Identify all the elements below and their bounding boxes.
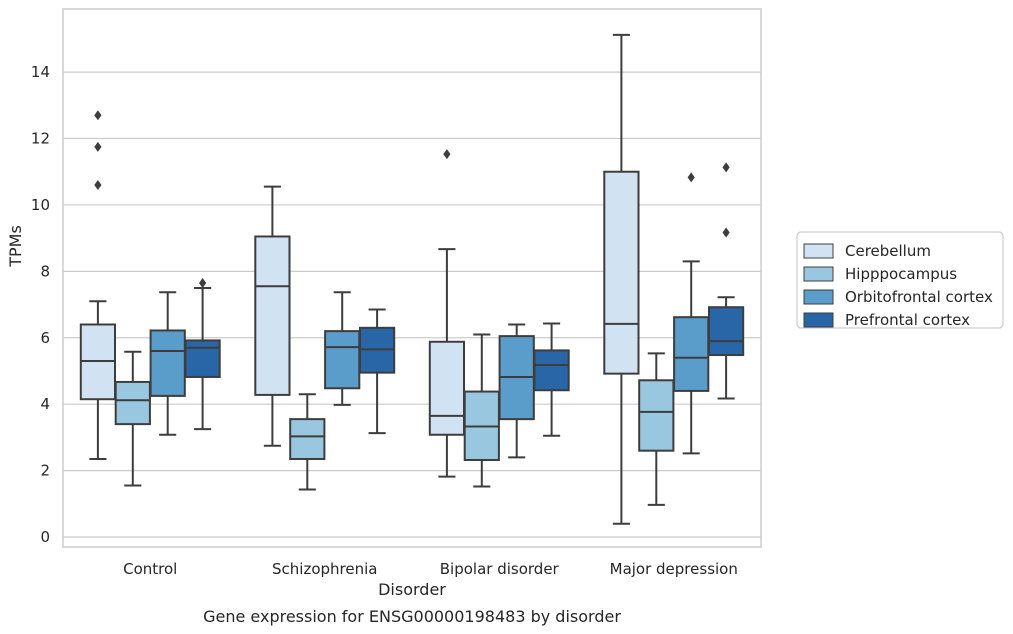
y-tick-label: 12 (31, 130, 50, 148)
box-plot-series (79, 33, 745, 525)
legend: Cerebellum Hipppocampus Orbitofrontal cort… (796, 231, 1004, 329)
outlier-point (199, 277, 207, 288)
x-axis-label: Disorder (378, 580, 446, 599)
box-1-3 (358, 308, 396, 435)
outlier-point (722, 162, 730, 173)
legend-swatch (803, 312, 834, 328)
outlier-point (687, 172, 695, 183)
iqr-box (149, 329, 186, 397)
box-2-2 (498, 323, 535, 459)
box-0-1 (114, 350, 151, 487)
iqr-box (324, 330, 361, 390)
y-tick-label: 8 (40, 262, 50, 280)
box-3-3 (707, 162, 745, 400)
y-axis-label: TPMs (6, 225, 25, 268)
iqr-box (603, 170, 640, 375)
legend-label: Hipppocampus (845, 265, 957, 283)
legend-label: Orbitofrontal cortex (845, 288, 993, 306)
box-1-2 (324, 291, 361, 406)
box-1-0 (254, 185, 291, 447)
y-tick-label: 10 (31, 196, 50, 214)
y-tick-label: 2 (40, 462, 50, 480)
y-tick-label: 6 (40, 329, 50, 347)
iqr-box (673, 316, 710, 392)
outlier-point (722, 227, 730, 238)
legend-label: Prefrontal cortex (845, 311, 970, 329)
plot-frame (62, 8, 762, 548)
legend-frame (796, 231, 1004, 329)
box-2-0 (428, 149, 466, 478)
x-tick-label: Bipolar disorder (440, 560, 560, 578)
iqr-box (533, 349, 570, 392)
legend-label: Cerebellum (845, 242, 931, 260)
box-0-0 (79, 110, 117, 460)
x-tick-labels: Control Schizophrenia Bipolar disorder Majo… (123, 560, 738, 578)
box-0-2 (149, 291, 186, 436)
box-2-1 (463, 333, 500, 488)
iqr-box (114, 380, 151, 426)
chart-caption: Gene expression for ENSG00000198483 by d… (203, 607, 621, 626)
outlier-point (443, 149, 451, 160)
legend-swatch (803, 266, 834, 282)
box-0-3 (184, 277, 221, 431)
outlier-point (94, 180, 102, 191)
box-1-1 (289, 393, 326, 491)
iqr-box (289, 418, 326, 460)
iqr-box (428, 340, 466, 436)
box-3-2 (673, 172, 710, 455)
iqr-box (707, 306, 745, 357)
y-tick-label: 14 (31, 63, 50, 81)
iqr-box (254, 235, 291, 396)
iqr-box (184, 339, 221, 378)
box-2-3 (533, 322, 570, 437)
outlier-point (94, 110, 102, 121)
y-tick-labels: 0 2 4 6 8 10 12 14 (31, 63, 50, 546)
legend-swatch (803, 243, 834, 259)
box-3-1 (638, 352, 675, 506)
box-3-0 (603, 33, 640, 525)
outlier-point (94, 141, 102, 152)
y-tick-label: 4 (40, 395, 50, 413)
x-tick-label: Schizophrenia (272, 560, 377, 578)
iqr-box (638, 379, 675, 452)
y-tick-label: 0 (40, 528, 50, 546)
x-tick-label: Control (123, 560, 177, 578)
x-tick-label: Major depression (610, 560, 738, 578)
legend-swatch (803, 289, 834, 305)
